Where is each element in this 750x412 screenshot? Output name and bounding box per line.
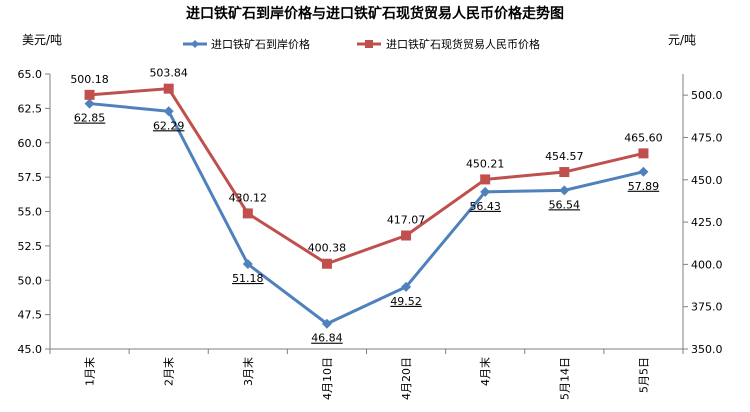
data-point-series-1	[638, 166, 649, 177]
x-tick-label: 1月末	[83, 357, 97, 386]
data-point-series-2	[84, 89, 95, 100]
right-tick-label: 450.0	[691, 174, 723, 187]
data-label-series-2: 465.60	[624, 131, 663, 144]
data-label-series-2: 430.12	[229, 191, 268, 204]
data-point-series-1	[480, 186, 491, 197]
data-label-series-1: 62.85	[74, 112, 106, 125]
right-tick-label: 425.0	[691, 216, 723, 229]
legend-label-series-2: 进口铁矿石现货贸易人民币价格	[386, 37, 540, 51]
left-tick-label: 47.5	[18, 309, 43, 322]
data-label-series-1: 56.43	[469, 200, 501, 213]
right-tick-label: 500.0	[691, 89, 723, 102]
left-tick-label: 50.0	[18, 274, 43, 287]
data-point-series-2	[638, 148, 649, 159]
left-tick-label: 62.5	[18, 102, 43, 115]
data-point-series-1	[559, 185, 570, 196]
right-tick-label: 400.0	[691, 258, 723, 271]
right-tick-label: 350.0	[691, 343, 723, 356]
data-point-series-2	[401, 230, 412, 241]
series-group	[84, 83, 649, 329]
data-label-series-2: 417.07	[387, 213, 426, 226]
left-tick-label: 65.0	[18, 68, 43, 81]
data-point-series-1	[321, 318, 332, 329]
left-axis-unit: 美元/吨	[22, 33, 62, 47]
data-label-series-1: 46.84	[311, 332, 343, 345]
chart-title: 进口铁矿石到岸价格与进口铁矿石现货贸易人民币价格走势图	[186, 5, 564, 22]
data-label-series-1: 51.18	[232, 272, 264, 285]
x-tick-label: 2月末	[162, 357, 176, 386]
data-point-series-2	[559, 167, 570, 178]
data-label-series-1: 57.89	[628, 180, 660, 193]
data-point-series-1	[163, 106, 174, 117]
data-label-series-1: 56.54	[549, 198, 581, 211]
right-axis-unit: 元/吨	[668, 33, 696, 47]
data-point-series-1	[242, 259, 253, 270]
x-tick-label: 3月末	[241, 357, 255, 386]
data-point-series-2	[242, 208, 253, 219]
data-point-series-2	[321, 258, 332, 269]
data-label-series-2: 500.18	[70, 73, 109, 86]
left-tick-label: 45.0	[18, 343, 43, 356]
series-line-2	[89, 87, 644, 266]
legend-marker-series-2	[365, 40, 373, 48]
axes	[49, 74, 684, 350]
tick-group: 65.0 62.5 60.0 57.5 55.0 52.5 50.0 47.5 45.0 500.…	[18, 68, 723, 400]
data-label-series-2: 454.57	[545, 150, 584, 163]
left-tick-label: 57.5	[18, 171, 43, 184]
legend: 进口铁矿石到岸价格 进口铁矿石现货贸易人民币价格	[183, 37, 540, 51]
right-tick-label: 375.0	[691, 301, 723, 314]
data-point-series-2	[163, 83, 174, 94]
x-tick-label: 5月5日	[637, 357, 650, 393]
legend-marker-series-1	[191, 40, 199, 48]
legend-label-series-1: 进口铁矿石到岸价格	[211, 37, 310, 51]
data-label-series-1: 49.52	[390, 295, 422, 308]
series-line-1	[89, 102, 644, 326]
left-tick-label: 60.0	[18, 137, 43, 150]
data-point-series-1	[401, 281, 412, 292]
data-label-group: 62.85 62.29 51.18 46.84 49.52 56.43 56.54 57.89…	[70, 67, 662, 345]
data-label-series-2: 503.84	[149, 67, 188, 80]
right-tick-label: 475.0	[691, 131, 723, 144]
x-tick-label: 5月14日	[558, 357, 571, 400]
x-tick-label: 4月20日	[400, 357, 413, 400]
data-point-series-1	[84, 98, 95, 109]
left-tick-label: 52.5	[18, 240, 43, 253]
data-label-series-2: 400.38	[308, 242, 347, 255]
data-label-series-1: 62.29	[153, 119, 185, 132]
data-point-series-2	[480, 174, 491, 185]
left-tick-label: 55.0	[18, 206, 43, 219]
x-tick-label: 4月10日	[321, 357, 334, 400]
x-tick-label: 4月末	[478, 357, 492, 386]
data-label-series-2: 450.21	[466, 157, 505, 170]
